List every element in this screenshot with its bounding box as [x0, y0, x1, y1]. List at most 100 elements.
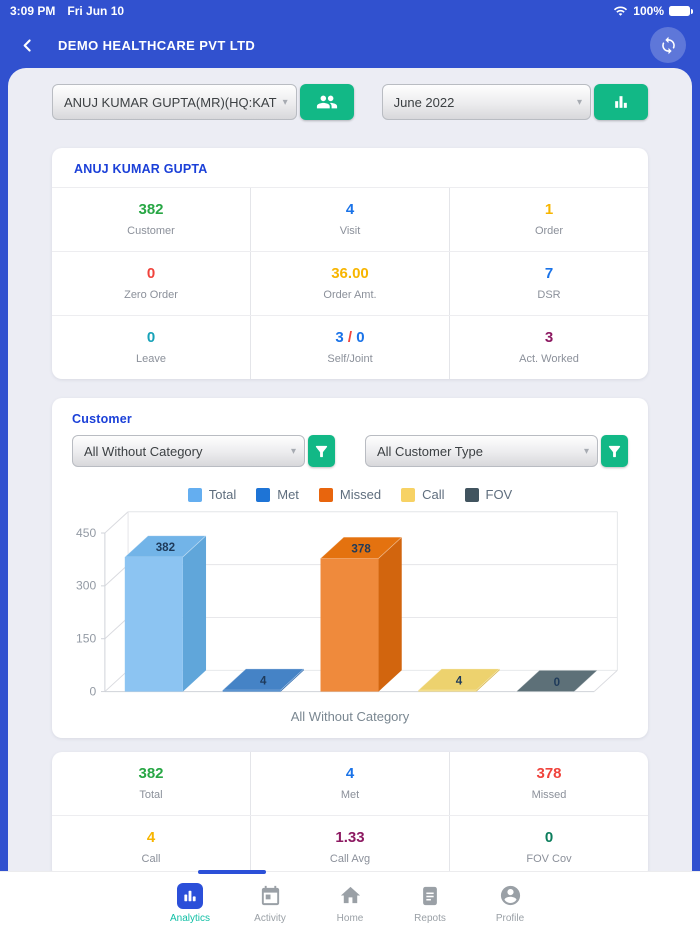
category-dropdown[interactable]: All Without Category ▾ [72, 435, 305, 467]
nav-item-analytics[interactable]: Analytics [162, 882, 218, 924]
stat-value: 4 [345, 201, 355, 218]
stat-value: 4 [146, 828, 156, 846]
stat-label: Order [534, 225, 564, 237]
stat-value: 3 / 0 [251, 329, 449, 347]
wifi-icon [613, 5, 628, 17]
nav-item-activity[interactable]: Activity [242, 883, 298, 924]
stat-self-joint: 3 / 0 Self/Joint [251, 316, 450, 379]
svg-text:0: 0 [89, 684, 96, 698]
category-dropdown-value: All Without Category [84, 443, 203, 459]
bottom-nav: Analytics Activity Home Repots Profile [0, 871, 700, 934]
stat-label: Customer [127, 225, 175, 237]
type-filter-button[interactable] [601, 435, 628, 467]
people-icon [316, 91, 338, 113]
month-dropdown[interactable]: June 2022 ▾ [381, 84, 591, 120]
chevron-down-icon: ▾ [576, 96, 582, 108]
stat-label: Act. Worked [519, 353, 579, 365]
self-count: 3 [335, 329, 344, 346]
svg-text:450: 450 [76, 526, 96, 540]
legend-item[interactable]: Met [256, 487, 299, 502]
stat-label: Visit [339, 225, 361, 237]
chart-legend: Total Met Missed Call FOV [72, 487, 628, 502]
stat-value: 0 [146, 265, 156, 282]
stat-row: 0 Leave 3 / 0 Self/Joint 3 Act. Worked [52, 315, 648, 379]
chart-x-axis-label: All Without Category [290, 708, 410, 724]
svg-text:0: 0 [554, 676, 560, 689]
status-bar: 3:09 PM Fri Jun 10 100% [0, 0, 700, 22]
legend-label: Met [277, 487, 299, 502]
calendar-icon [257, 883, 283, 909]
app-bar: DEMO HEALTHCARE PVT LTD [0, 22, 700, 68]
stat-row: 382 Customer 4 Visit 1 Order [52, 188, 648, 251]
user-dropdown[interactable]: ANUJ KUMAR GUPTA(MR)(HQ:KAT ▾ [52, 84, 297, 120]
stat-label: Call Avg [329, 852, 371, 865]
sync-button[interactable] [650, 27, 686, 63]
legend-swatch [187, 487, 202, 502]
stat-total: 382 Total [52, 751, 251, 815]
battery-icon [669, 6, 693, 16]
legend-item[interactable]: Missed [318, 487, 382, 502]
stat-label: DSR [537, 289, 561, 301]
stat-value: 4 [345, 764, 355, 782]
stat-met: 4 Met [251, 751, 450, 815]
stat-missed: 378 Missed [450, 752, 648, 815]
legend-item[interactable]: FOV [464, 487, 513, 502]
home-icon [337, 883, 363, 909]
category-filter-button[interactable] [308, 435, 335, 467]
nav-item-repots[interactable]: Repots [402, 883, 458, 924]
chevron-down-icon: ▾ [290, 445, 296, 457]
nav-label: Analytics [169, 912, 210, 924]
status-date: Fri Jun 10 [67, 4, 125, 18]
chart-view-button[interactable] [594, 84, 648, 120]
chevron-down-icon: ▾ [282, 96, 288, 108]
customer-card: Customer All Without Category ▾ [52, 398, 648, 738]
svg-text:4: 4 [456, 674, 463, 687]
legend-item[interactable]: Call [401, 487, 445, 502]
stat-value: 0 [146, 329, 156, 346]
filter-bar: ANUJ KUMAR GUPTA(MR)(HQ:KAT ▾ June 2022 … [52, 84, 648, 120]
stat-value: 378 [536, 764, 562, 782]
nav-item-home[interactable]: Home [322, 883, 378, 924]
users-button[interactable] [299, 84, 354, 120]
stat-row: 4 Call 1.33 Call Avg 0 FOV Cov [52, 814, 648, 879]
stat-value: 3 [544, 329, 554, 346]
stat-dsr: 7 DSR [450, 252, 648, 315]
back-button[interactable] [14, 32, 40, 58]
legend-label: Missed [339, 487, 382, 502]
svg-text:150: 150 [76, 632, 96, 646]
user-dropdown-value: ANUJ KUMAR GUPTA(MR)(HQ:KAT [64, 94, 277, 110]
stat-value: 1 [544, 201, 554, 218]
status-time: 3:09 PM [10, 4, 56, 18]
funnel-icon [313, 443, 330, 460]
stat-label: Zero Order [124, 289, 178, 301]
stat-fov-cov: 0 FOV Cov [450, 816, 648, 879]
stat-call-avg: 1.33 Call Avg [251, 815, 450, 879]
content-panel: ANUJ KUMAR GUPTA(MR)(HQ:KAT ▾ June 2022 … [8, 68, 692, 934]
month-dropdown-value: June 2022 [393, 94, 455, 110]
nav-label: Repots [414, 912, 446, 924]
customer-type-dropdown[interactable]: All Customer Type ▾ [365, 435, 598, 467]
nav-label: Home [336, 912, 364, 924]
legend-item[interactable]: Total [187, 487, 236, 502]
svg-text:378: 378 [351, 543, 371, 556]
stat-customer: 382 Customer [52, 188, 251, 251]
analytics-icon [177, 882, 203, 909]
stat-zero-order: 0 Zero Order [52, 252, 251, 315]
summary-card: ANUJ KUMAR GUPTA 382 Customer 4 Visit 1 … [52, 148, 648, 379]
document-icon [417, 883, 443, 909]
customer-type-dropdown-value: All Customer Type [377, 443, 483, 459]
legend-swatch [464, 487, 479, 502]
page-title: DEMO HEALTHCARE PVT LTD [58, 37, 256, 53]
stat-act-worked: 3 Act. Worked [450, 316, 648, 379]
sync-icon [659, 36, 678, 55]
stat-value: 7 [544, 265, 554, 282]
stat-row: 382 Total 4 Met 378 Missed [52, 751, 648, 815]
stat-leave: 0 Leave [52, 316, 251, 379]
stat-label: Leave [136, 353, 166, 365]
stat-label: Self/Joint [327, 353, 373, 365]
bar-chart-icon [611, 92, 631, 112]
nav-item-profile[interactable]: Profile [482, 883, 538, 924]
legend-label: FOV [485, 487, 513, 502]
svg-text:382: 382 [156, 541, 175, 554]
stat-label: Call [141, 852, 161, 865]
